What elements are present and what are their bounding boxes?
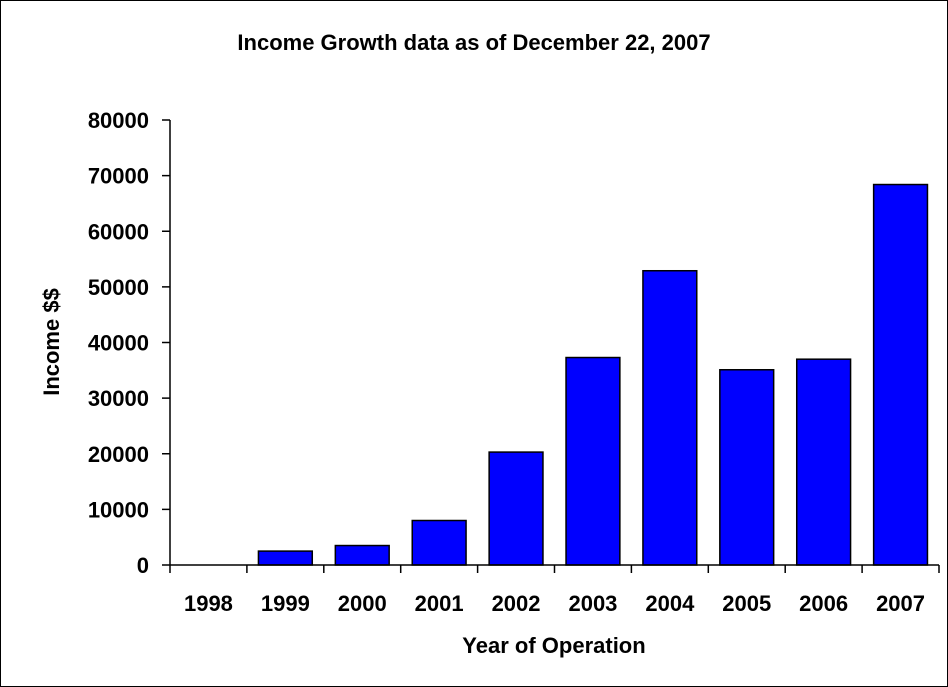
bar-2005 bbox=[719, 369, 775, 566]
x-axis-ticks bbox=[169, 565, 940, 573]
x-tick-label-2007: 2007 bbox=[876, 591, 925, 616]
bar-2002 bbox=[488, 451, 544, 566]
y-tick-label: 10000 bbox=[88, 497, 149, 522]
y-tick-label: 30000 bbox=[88, 386, 149, 411]
x-tick-label-1998: 1998 bbox=[184, 591, 233, 616]
y-tick-label: 0 bbox=[137, 553, 149, 578]
x-tick-label-2002: 2002 bbox=[492, 591, 541, 616]
chart-title: Income Growth data as of December 22, 20… bbox=[237, 30, 710, 55]
y-tick-label: 80000 bbox=[88, 108, 149, 133]
bar-1999 bbox=[257, 550, 314, 566]
x-tick-label-2005: 2005 bbox=[722, 591, 771, 616]
x-tick-label-2006: 2006 bbox=[799, 591, 848, 616]
bar-2006 bbox=[795, 358, 852, 566]
y-tick-label: 60000 bbox=[88, 219, 149, 244]
x-tick-label-1999: 1999 bbox=[261, 591, 310, 616]
bar-2007 bbox=[872, 183, 929, 566]
x-tick-label-2004: 2004 bbox=[645, 591, 695, 616]
y-axis-label: Income $$ bbox=[39, 288, 64, 396]
x-axis-label: Year of Operation bbox=[462, 633, 645, 658]
y-tick-label: 40000 bbox=[88, 331, 149, 356]
bar-2003 bbox=[565, 356, 621, 566]
y-tick-label: 70000 bbox=[88, 164, 149, 189]
x-tick-labels: 1998 1999 2000 2001 2002 2003 2004 2005 2006 2007 bbox=[184, 591, 925, 616]
y-tick-label: 20000 bbox=[88, 442, 149, 467]
y-tick-label: 50000 bbox=[88, 275, 149, 300]
y-axis-ticks: 0 10000 20000 30000 40000 50000 60000 70000 8000… bbox=[88, 108, 170, 578]
x-tick-label-2000: 2000 bbox=[338, 591, 387, 616]
bars-group bbox=[257, 183, 929, 566]
bar-2001 bbox=[411, 519, 467, 566]
x-tick-label-2001: 2001 bbox=[415, 591, 464, 616]
bar-2004 bbox=[642, 269, 698, 566]
x-tick-label-2003: 2003 bbox=[568, 591, 617, 616]
bar-2000 bbox=[334, 544, 390, 566]
